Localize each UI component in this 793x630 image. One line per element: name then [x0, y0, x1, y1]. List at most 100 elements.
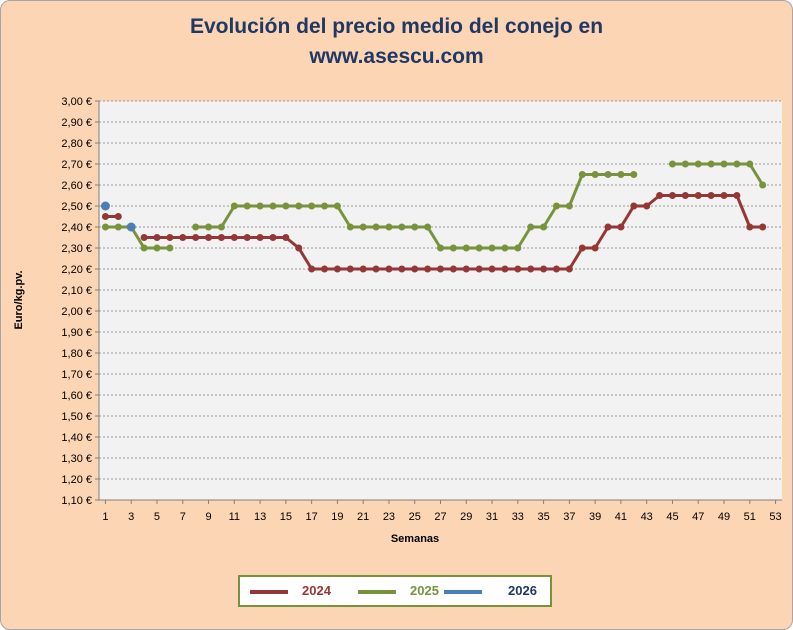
data-point-2025: [475, 244, 483, 252]
data-point-2025: [759, 181, 767, 189]
data-point-2024: [462, 265, 470, 273]
data-point-2025: [256, 202, 264, 210]
series-2026: [100, 201, 136, 232]
y-axis-label: Euro/kg.pv.: [13, 270, 25, 329]
data-point-2025: [372, 223, 380, 231]
x-tick-label: 45: [666, 511, 678, 523]
y-tick-label: 1,10 €: [61, 495, 92, 507]
legend: 2024 2025 2026: [238, 575, 552, 607]
data-point-2024: [153, 234, 161, 241]
series-2024: [101, 192, 767, 273]
data-point-2024: [282, 234, 290, 241]
data-point-2025: [205, 223, 213, 231]
x-axis-tick-labels: 1 3 5 7 9 11 13 15 17 19 21 23 25 27 29 31 33 35 37 39 41 43 4…: [102, 500, 782, 523]
x-tick-label: 15: [280, 511, 292, 523]
x-tick-label: 1: [102, 511, 108, 523]
data-point-2025: [243, 202, 251, 210]
data-point-2024: [591, 244, 599, 252]
data-point-2024: [552, 265, 560, 273]
x-tick-label: 33: [512, 511, 524, 523]
data-point-2025: [591, 171, 599, 178]
x-tick-label: 17: [306, 511, 318, 523]
data-point-2024: [359, 265, 367, 273]
data-point-2024: [720, 192, 728, 199]
x-tick-label: 43: [641, 511, 653, 523]
y-tick-label: 1,90 €: [61, 327, 92, 339]
data-point-2025: [449, 244, 457, 252]
x-tick-label: 5: [154, 511, 160, 523]
data-point-2025: [230, 202, 238, 210]
y-tick-label: 3,00 €: [61, 96, 92, 108]
data-point-2024: [604, 223, 612, 231]
data-point-2024: [411, 265, 419, 273]
data-point-2025: [153, 244, 161, 252]
data-point-2024: [540, 265, 548, 273]
x-tick-label: 49: [718, 511, 730, 523]
y-tick-label: 1,50 €: [61, 411, 92, 423]
data-point-2025: [140, 244, 148, 252]
data-point-2025: [668, 160, 676, 168]
x-tick-label: 11: [229, 511, 240, 523]
y-tick-label: 2,20 €: [61, 264, 92, 276]
data-point-2024: [424, 265, 432, 273]
data-point-2025: [578, 171, 586, 178]
x-axis-label: Semanas: [391, 533, 439, 545]
data-point-2024: [269, 234, 277, 241]
data-point-2025: [192, 223, 200, 231]
data-point-2025: [437, 244, 444, 252]
data-point-2024: [179, 234, 187, 241]
data-point-2024: [205, 234, 213, 241]
x-tick-label: 41: [615, 511, 627, 523]
data-point-2024: [746, 223, 754, 231]
x-tick-label: 19: [331, 511, 343, 523]
data-point-2024: [514, 265, 522, 273]
data-point-2025: [411, 223, 419, 231]
data-point-2025: [720, 160, 728, 168]
y-tick-label: 2,00 €: [61, 306, 92, 318]
data-point-2025: [321, 202, 329, 210]
data-point-2024: [346, 265, 354, 273]
legend-label-2026: 2026: [508, 583, 537, 598]
data-point-2024: [192, 234, 200, 241]
data-point-2024: [230, 234, 238, 241]
data-point-2025: [527, 223, 535, 231]
legend-label-2025: 2025: [410, 583, 439, 598]
y-tick-label: 1,30 €: [61, 453, 92, 465]
data-point-2024: [527, 265, 535, 273]
y-tick-label: 2,30 €: [61, 243, 92, 255]
x-tick-label: 25: [409, 511, 421, 523]
data-point-2024: [656, 192, 664, 199]
data-point-2024: [437, 265, 444, 273]
data-point-2024: [668, 192, 676, 199]
data-point-2025: [346, 223, 354, 231]
y-tick-label: 1,20 €: [61, 474, 92, 486]
legend-swatch-2025: [358, 590, 396, 594]
x-tick-label: 7: [180, 511, 186, 523]
legend-swatch-2024: [250, 590, 288, 594]
y-tick-label: 2,80 €: [61, 138, 92, 150]
data-point-2024: [321, 265, 329, 273]
x-tick-label: 31: [486, 511, 498, 523]
data-point-2024: [694, 192, 702, 199]
legend-label-2024: 2024: [302, 583, 331, 598]
chart-title-line-2: www.asescu.com: [309, 45, 484, 68]
data-point-2026: [126, 222, 136, 232]
data-point-2025: [501, 244, 509, 252]
data-point-2025: [514, 244, 522, 252]
data-point-2024: [630, 202, 638, 210]
data-point-2024: [501, 265, 509, 273]
y-tick-label: 2,90 €: [61, 117, 92, 129]
data-point-2025: [681, 160, 689, 168]
y-tick-label: 1,70 €: [61, 369, 92, 381]
data-point-2025: [462, 244, 470, 252]
data-point-2025: [101, 223, 109, 231]
data-point-2024: [243, 234, 251, 241]
y-tick-label: 1,60 €: [61, 390, 92, 402]
x-tick-label: 29: [460, 511, 472, 523]
data-point-2025: [398, 223, 406, 231]
legend-swatch-2026: [444, 590, 482, 594]
data-point-2025: [488, 244, 496, 252]
data-point-2024: [488, 265, 496, 273]
data-point-2024: [617, 223, 625, 231]
data-point-2024: [449, 265, 457, 273]
